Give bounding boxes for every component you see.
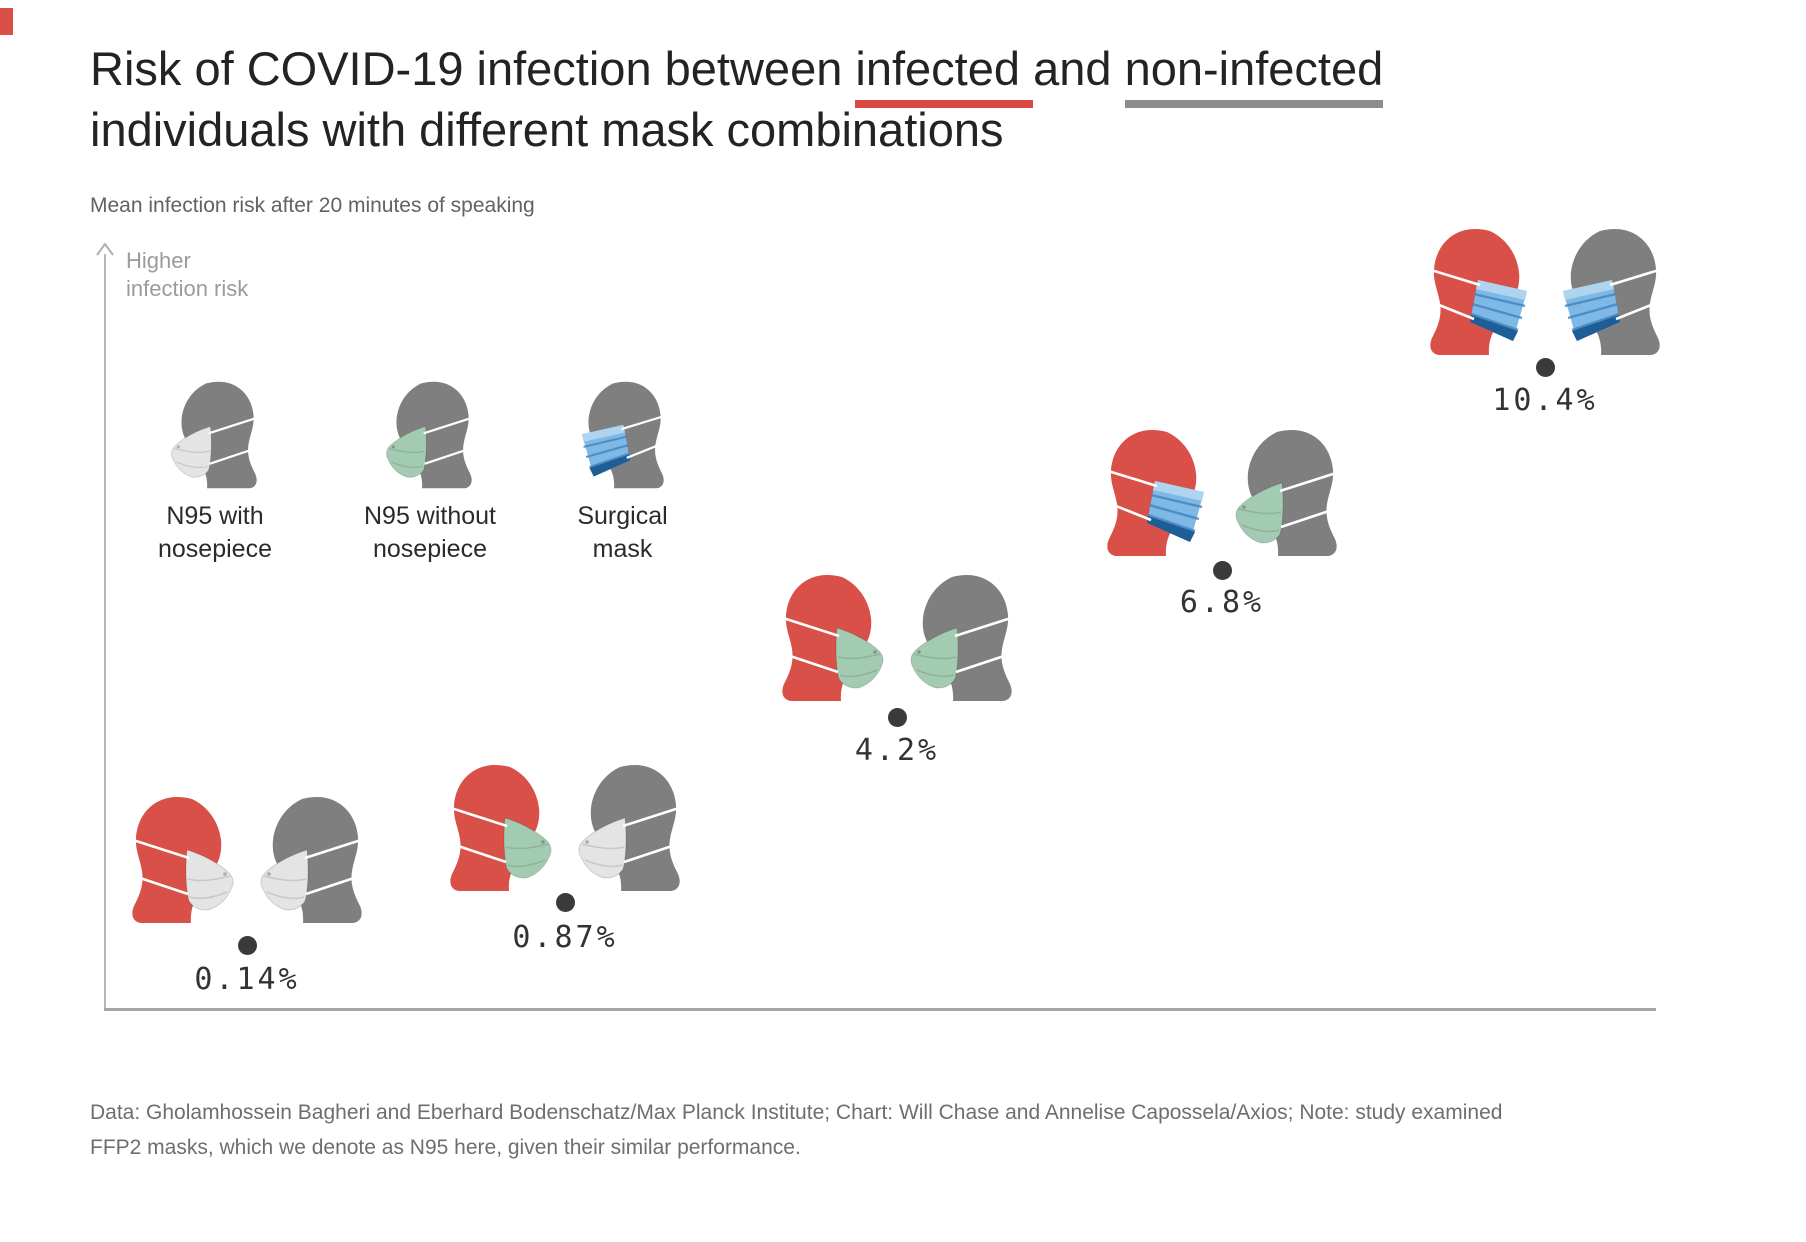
x-axis-line — [104, 1008, 1656, 1011]
infected-head-icon — [447, 765, 553, 891]
y-axis-arrow-icon — [96, 243, 114, 256]
risk-dot — [888, 708, 907, 727]
infected-head-icon — [1427, 229, 1529, 355]
non-infected-head-icon — [577, 765, 683, 891]
non-infected-head-icon — [909, 575, 1015, 701]
corner-accent-mark — [0, 8, 13, 35]
title-mid: and — [1033, 42, 1125, 95]
page-title: Risk of COVID-19 infection between infec… — [90, 38, 1650, 160]
risk-value-label: 0.14% — [194, 962, 300, 997]
legend-item-surgical-mask: Surgical mask — [545, 380, 700, 566]
title-non-infected-underlined: non-infected — [1124, 42, 1384, 108]
risk-value-label: 10.4% — [1492, 383, 1598, 418]
risk-value-label: 0.87% — [512, 920, 618, 955]
title-infected-underlined: infected — [855, 42, 1034, 108]
data-pair-n95np-n95np: 0.14% — [125, 795, 369, 1005]
y-axis-label: Higher infection risk — [126, 248, 249, 301]
risk-value-label: 6.8% — [1179, 585, 1265, 620]
source-note: Data: Gholamhossein Bagheri and Eberhard… — [90, 1101, 1503, 1159]
data-pair-surgical-n95: 6.8% — [1100, 428, 1344, 638]
risk-value-label: 4.2% — [854, 733, 940, 768]
risk-dot — [238, 936, 257, 955]
title-suffix: individuals with different mask combinat… — [90, 103, 1004, 156]
infected-head-icon — [779, 575, 885, 701]
non-infected-head-icon — [1234, 430, 1340, 556]
infected-head-icon — [129, 797, 235, 923]
data-pair-n95-n95: 4.2% — [775, 573, 1019, 783]
legend-item-n95-without-nosepiece: N95 without nosepiece — [350, 380, 510, 566]
chart-subtitle: Mean infection risk after 20 minutes of … — [90, 194, 535, 217]
legend-label: N95 without nosepiece — [363, 502, 497, 563]
legend-head-n95-with-nosepiece-icon — [169, 381, 259, 489]
infected-head-icon — [1104, 430, 1206, 556]
risk-dot — [1213, 561, 1232, 580]
legend-label: Surgical mask — [577, 502, 668, 563]
y-axis-line — [104, 254, 106, 1010]
risk-dot — [1536, 358, 1555, 377]
legend-label: N95 with nosepiece — [158, 502, 272, 563]
title-prefix: Risk of COVID-19 infection between — [90, 42, 856, 95]
data-pair-n95-n95np: 0.87% — [443, 763, 687, 973]
risk-dot — [556, 893, 575, 912]
legend-item-n95-with-nosepiece: N95 with nosepiece — [135, 380, 295, 566]
legend-head-n95-without-nosepiece-icon — [384, 381, 474, 489]
non-infected-head-icon — [1561, 229, 1663, 355]
non-infected-head-icon — [259, 797, 365, 923]
legend-head-surgical-mask-icon — [580, 381, 666, 489]
data-pair-surgical-surgical: 10.4% — [1423, 227, 1667, 437]
